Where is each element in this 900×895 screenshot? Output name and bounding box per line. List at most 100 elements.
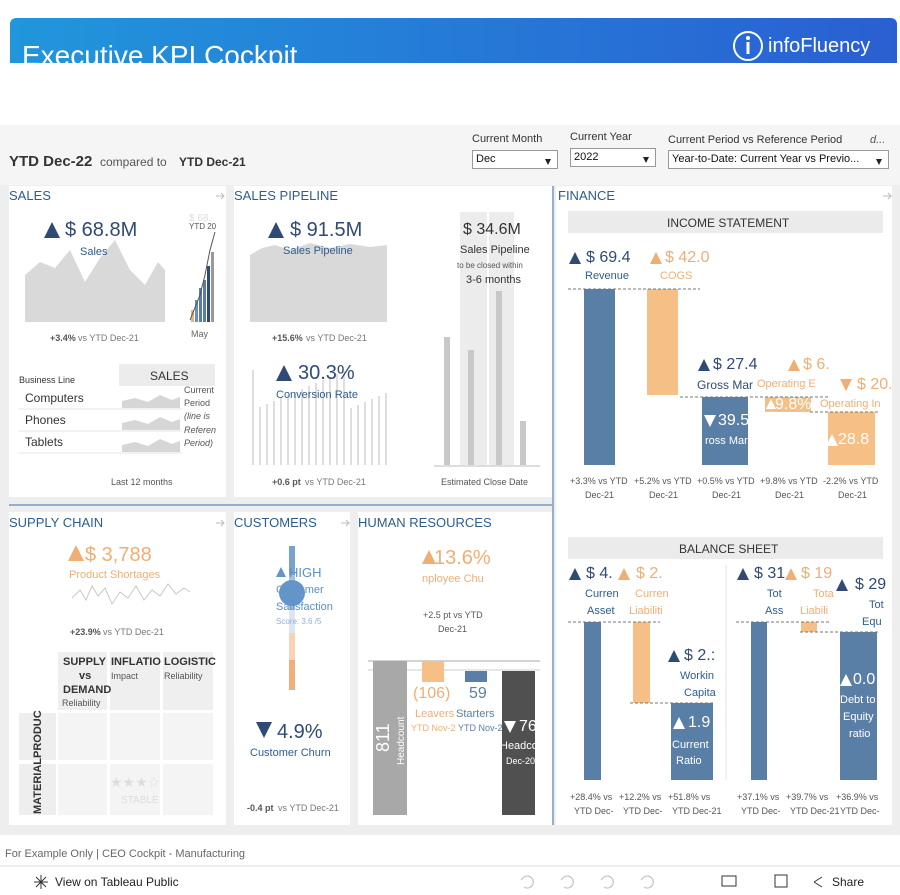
rows: Tablets [25,435,64,449]
footer: YTD Dec- [741,806,781,816]
closing-axis: Estimated Close Date [441,477,529,487]
share-icon [813,876,823,888]
bar [496,291,502,465]
columns: INFLATIO [111,656,161,668]
year-select[interactable] [570,148,656,167]
triangle [643,157,649,163]
change-ref: vs YTD Dec-21 [78,333,139,343]
bar [211,252,214,322]
value: Year-to-Date: Current Year vs Previo... [672,153,860,165]
compared: compared to [100,155,167,169]
period-select[interactable] [668,150,889,169]
gauge-segment [289,610,295,633]
closing-note: to be closed within [457,261,523,270]
conversion-ref: vs YTD Dec-21 [305,477,366,487]
bar [336,374,338,465]
bar [468,350,474,465]
value: $ 29 [855,576,887,593]
value: $ 2.: [684,647,716,664]
triangle [422,550,436,564]
header: Executive KPI Cockpit infoFluency [10,18,897,63]
pct: 9.8% [775,396,812,413]
triangle [618,568,630,580]
revert-icon [600,875,614,889]
current: YTD Dec-22 [9,153,93,170]
conversion-change: +0.6 pt [272,477,301,487]
footer: +36.9% vs [836,792,879,802]
label: Headco [500,740,538,752]
triangle [44,222,60,238]
bar [840,632,877,780]
area [25,240,165,322]
value: 59 [469,685,487,702]
label: Liabiliti [629,605,663,617]
rows: Computers [25,391,84,405]
triangle [673,717,685,729]
value: $ 31 [754,565,786,582]
row-cell [19,713,56,760]
rows: MATERIAL [32,757,44,814]
triangle [268,222,284,238]
month-select[interactable] [472,150,558,169]
triangle [836,579,848,591]
label: Tot [869,599,884,611]
reference: YTD Dec-21 [179,155,246,169]
label: Ratio [676,755,702,767]
label: Current Period vs Reference Period [668,134,843,146]
kpi-label: Product Shortages [69,569,161,581]
bar [422,661,444,682]
bar [195,300,198,322]
period: Dec-20 [506,756,536,766]
value: 811 [373,723,393,752]
section-header [568,211,883,233]
columns: Reliability [164,671,203,681]
triangle [698,359,710,371]
trend [189,231,216,321]
bar [385,393,387,465]
bar [444,337,450,465]
triangle [785,568,797,580]
bar [199,288,202,322]
title: INCOME STATEMENT [667,216,790,230]
value: $ 69.4 [586,249,631,266]
title: HUMAN RESOURCES [358,515,492,530]
view: View on Tableau Public [55,875,179,889]
bar [584,289,615,465]
footer: -2.2% vs YTD [823,476,879,486]
rating: ★★★☆ [110,774,161,790]
bar [371,399,373,465]
footer: +5.2% vs YTD [634,476,692,486]
label: Equ [862,616,882,628]
bar [191,310,194,322]
bar [765,397,811,412]
gauge-segment [289,660,295,690]
gauge-segment [289,546,295,575]
undo-icon [520,875,534,889]
bar [207,266,210,322]
cell [110,764,160,815]
bar [259,407,261,465]
triangle [504,721,516,733]
pct-label: ross Marg [705,435,754,447]
bar [647,289,678,395]
footer: Dec-21 [775,490,805,500]
bar [702,397,748,465]
label: COGS [660,270,693,282]
bar [520,421,526,465]
label: Leavers [415,708,455,720]
bar [343,371,345,465]
value: $ 27.4 [713,356,758,373]
title: SALES [9,188,51,203]
label: Curren [585,588,619,600]
bar [465,671,487,682]
footer: YTD Dec-21 [790,806,840,816]
closing-value: $ 34.6M [463,221,521,238]
kpi: $ 3,788 [85,544,152,566]
tableau-icon [34,875,48,889]
score: Score: 3.6 /5 [276,617,322,626]
bar [584,622,601,780]
columns: Impact [111,671,139,681]
footer: YTD Dec- [623,806,663,816]
